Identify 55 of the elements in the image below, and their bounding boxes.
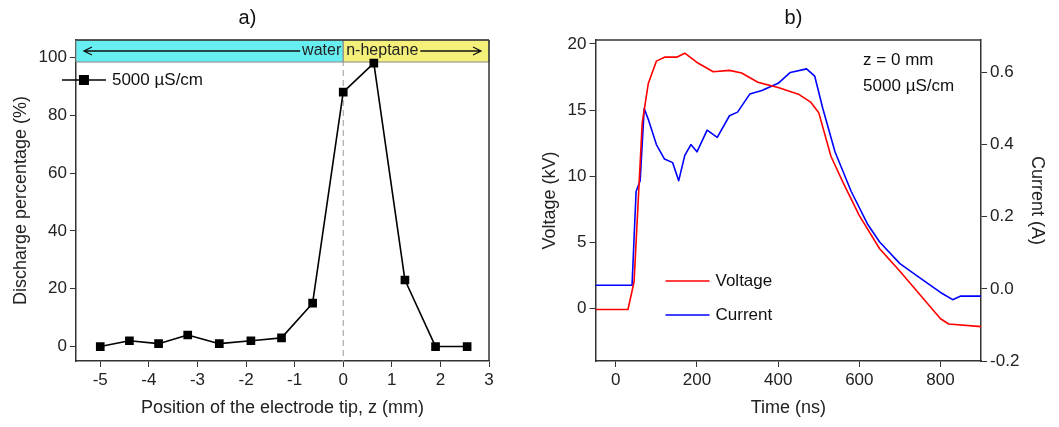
band-label: n-heptane xyxy=(346,41,419,59)
x-tick-label: 1 xyxy=(387,369,397,389)
legend-label: Voltage xyxy=(715,270,773,290)
x-tick-label: -3 xyxy=(189,369,206,389)
y-tick-label: 20 xyxy=(48,278,67,298)
chart-title: b) xyxy=(784,5,803,28)
y2-tick-label: -0.2 xyxy=(990,350,1020,370)
legend-label: 5000 µS/cm xyxy=(111,69,204,89)
y-tick-label: 15 xyxy=(567,99,587,119)
x-tick-label: -5 xyxy=(92,369,108,389)
y-tick-label: 60 xyxy=(48,162,67,182)
point xyxy=(95,342,105,351)
x-tick-label: 400 xyxy=(763,369,793,389)
y2-tick-label: 0.2 xyxy=(990,206,1014,226)
x-tick-label: 3 xyxy=(484,369,494,389)
y-tick-label: 0 xyxy=(57,336,67,356)
y2-tick-label: 0.0 xyxy=(990,278,1014,298)
x-tick-label: 0 xyxy=(611,369,621,389)
x-axis-title: Position of the electrode tip, z (mm) xyxy=(140,397,425,418)
x-tick-label: -2 xyxy=(238,369,254,389)
x-tick-label: -4 xyxy=(141,369,157,389)
y-tick-label: 80 xyxy=(48,104,67,124)
point xyxy=(154,339,163,348)
x-tick-label: 0 xyxy=(338,369,348,389)
y-tick-label: 40 xyxy=(48,220,67,240)
y-tick-label: 100 xyxy=(38,47,67,67)
annotation: z = 0 mm xyxy=(863,50,934,70)
point xyxy=(246,336,256,346)
x-tick-label: 600 xyxy=(845,369,874,389)
y-tick-label: 20 xyxy=(567,33,587,53)
y2-tick-label: 0.4 xyxy=(990,134,1014,154)
chart-title: a) xyxy=(238,5,257,28)
point xyxy=(308,298,317,308)
x-axis-title: Time (ns) xyxy=(750,397,826,418)
x-tick-label: 200 xyxy=(682,369,712,389)
x-tick-label: -1 xyxy=(287,369,303,389)
y-axis-title: Voltage (kV) xyxy=(538,151,559,250)
point xyxy=(462,342,472,351)
y-axis-title: Discharge percentage (%) xyxy=(9,95,30,306)
band-label: water xyxy=(301,41,342,59)
y-tick-label: 10 xyxy=(567,165,587,185)
point xyxy=(183,330,193,340)
point xyxy=(277,333,286,343)
y2-tick-label: 0.6 xyxy=(990,62,1014,82)
point xyxy=(125,336,134,346)
legend-label: Current xyxy=(715,304,773,324)
x-tick-label: 2 xyxy=(435,369,446,389)
point xyxy=(338,87,348,97)
point xyxy=(214,339,224,348)
x-tick-label: 800 xyxy=(926,369,955,389)
y-tick-label: 0 xyxy=(577,297,587,317)
y-tick-label: 5 xyxy=(577,231,587,251)
annotation: 5000 µS/cm xyxy=(863,76,955,96)
y2-axis-title: Current (A) xyxy=(1028,155,1049,246)
point xyxy=(431,342,440,351)
